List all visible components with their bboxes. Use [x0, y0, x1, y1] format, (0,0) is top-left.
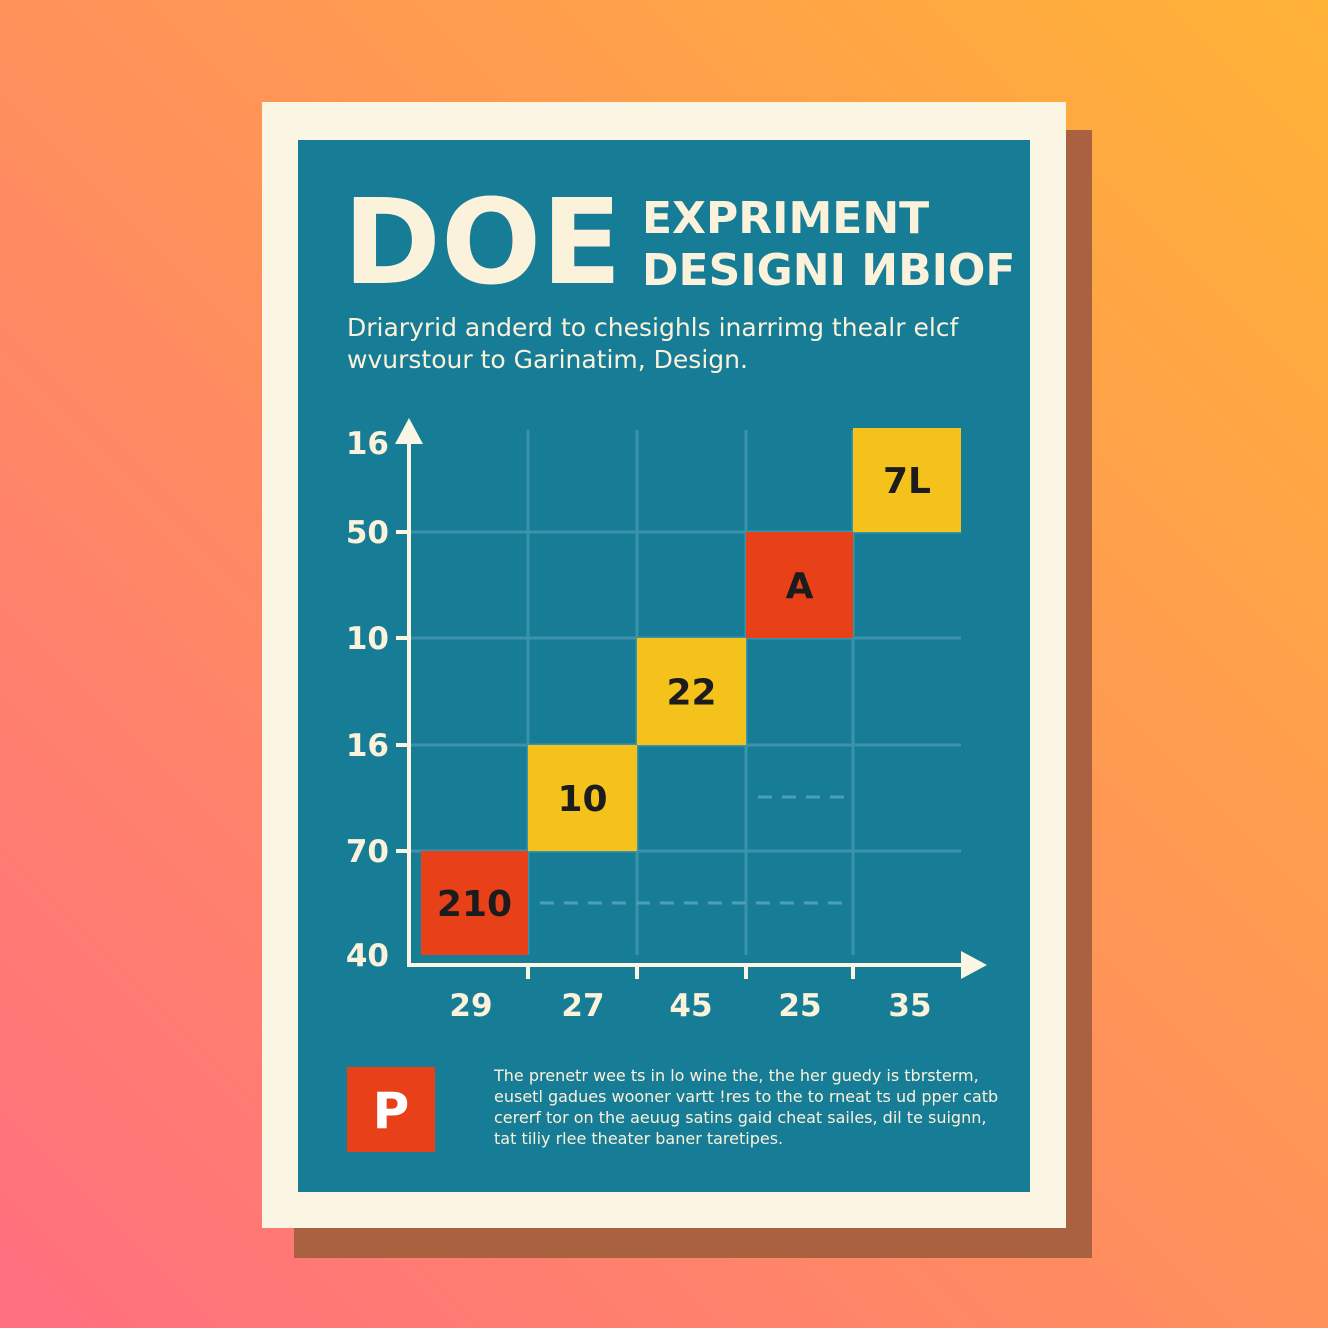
- footer-text: The prenetr wee ts in lo wine the, the h…: [493, 1066, 979, 1085]
- cell: [637, 638, 746, 745]
- dashes: [540, 795, 845, 905]
- y-label: 16: [346, 728, 389, 764]
- cell-label: A: [786, 566, 814, 607]
- y-arrow: [395, 418, 423, 444]
- title: DOE: [343, 173, 622, 311]
- description: Driaryrid anderd to chesighls inarrimg t…: [347, 313, 960, 342]
- footer-text: tat tiliy rlee theater baner taretipes.: [494, 1129, 783, 1148]
- footer-text: cererf tor on the aeuug satins gaid chea…: [494, 1108, 986, 1127]
- y-label: 70: [346, 834, 389, 870]
- cell: [421, 851, 528, 955]
- cell: [528, 745, 637, 851]
- cell-label: 210: [437, 884, 512, 925]
- y-label: 10: [346, 621, 389, 657]
- x-label: 25: [778, 988, 821, 1024]
- description: wvurstour to Garinatim, Design.: [347, 345, 748, 374]
- x-label: 27: [561, 988, 604, 1024]
- x-arrow: [961, 951, 987, 979]
- cell-label: 22: [666, 673, 716, 714]
- cell: [853, 428, 961, 532]
- badge-letter: P: [373, 1082, 410, 1140]
- cells: 210 10 22 A 7L: [421, 428, 961, 955]
- y-label: 16: [346, 426, 389, 462]
- x-label: 45: [669, 988, 712, 1024]
- axis-labels: 16 50 10 16 70 40 29 27 45 25 35: [346, 426, 932, 1024]
- x-label: 29: [449, 988, 492, 1024]
- y-label: 40: [346, 938, 389, 974]
- badge: [347, 1067, 435, 1152]
- subtitle: EXPRIMENT: [642, 193, 929, 244]
- subtitle: DESIGNI ИBIOF: [642, 245, 1015, 296]
- axes: [396, 440, 965, 979]
- cell-label: 7L: [883, 461, 931, 502]
- y-label: 50: [346, 515, 389, 551]
- footer-text: eusetl gadues wooner vartt !res to the t…: [494, 1087, 998, 1106]
- x-label: 35: [888, 988, 931, 1024]
- cell: [746, 532, 853, 638]
- cell-label: 10: [557, 779, 607, 820]
